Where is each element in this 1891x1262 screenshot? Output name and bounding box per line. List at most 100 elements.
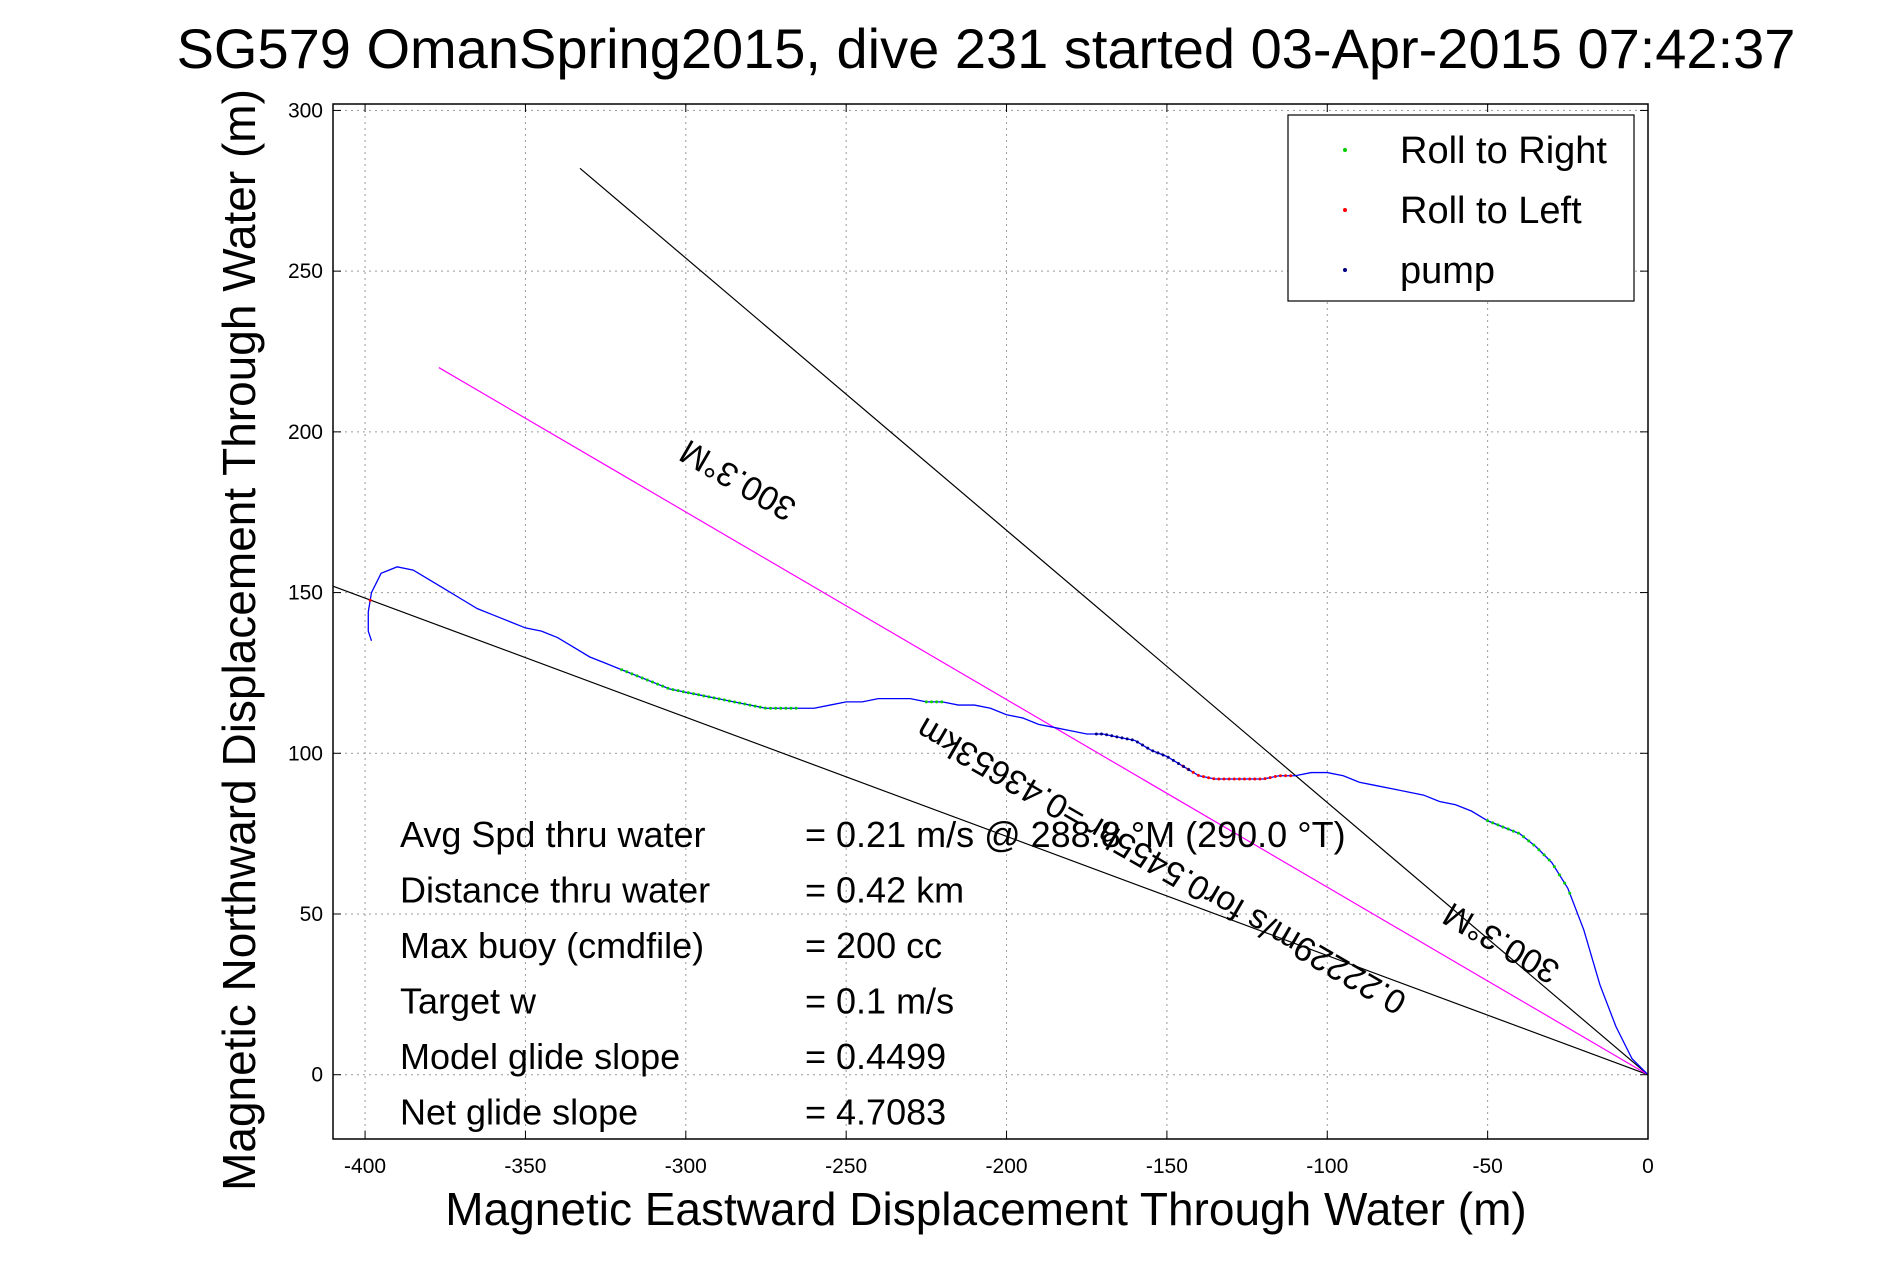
roll-right-marker <box>1511 829 1515 833</box>
pump-marker <box>1105 733 1109 737</box>
pump-marker <box>1120 736 1124 740</box>
roll-right-marker <box>784 706 788 710</box>
roll-left-marker <box>1191 770 1195 774</box>
roll-right-marker <box>666 686 670 690</box>
legend-marker <box>1343 208 1347 212</box>
roll-right-marker <box>1527 839 1531 843</box>
roll-right-marker <box>738 701 742 705</box>
roll-right-marker <box>671 688 675 692</box>
roll-right-marker <box>645 678 649 682</box>
roll-right-marker <box>929 700 933 704</box>
roll-right-marker <box>940 700 944 704</box>
x-tick-label: -400 <box>344 1155 386 1178</box>
x-tick-label: -350 <box>504 1155 546 1178</box>
legend: Roll to Right Roll to Left pump <box>1287 114 1635 302</box>
roll-right-marker <box>650 680 654 684</box>
roll-right-marker <box>1532 843 1536 847</box>
x-tick-label: -50 <box>1472 1155 1502 1178</box>
pump-marker <box>1156 751 1160 755</box>
track-line <box>367 566 1649 1076</box>
roll-right-marker <box>676 689 680 693</box>
roll-right-marker <box>686 691 690 695</box>
annotation-value: = 200 cc <box>805 925 942 966</box>
roll-right-marker <box>1491 821 1495 825</box>
annotation-label: Distance thru water <box>400 870 710 911</box>
legend-marker <box>1343 148 1347 152</box>
y-tick-label: 50 <box>300 903 323 926</box>
annotation-label: Max buoy (cmdfile) <box>400 925 704 966</box>
roll-right-marker <box>1568 891 1572 895</box>
roll-left-marker <box>1268 776 1272 780</box>
roll-right-marker <box>768 706 772 710</box>
reference-line <box>579 167 1649 1076</box>
plot-frame <box>332 103 1649 1140</box>
roll-left-marker <box>1217 777 1221 781</box>
roll-right-marker <box>935 700 939 704</box>
pump-marker <box>1176 761 1180 765</box>
roll-right-marker <box>924 700 928 704</box>
x-tick-label: -100 <box>1306 1155 1348 1178</box>
roll-right-marker <box>722 698 726 702</box>
pump-marker <box>1187 768 1191 772</box>
annotation-value: = 0.42 km <box>805 870 964 911</box>
y-tick-label: 250 <box>288 260 323 283</box>
x-tick-label: -250 <box>825 1155 867 1178</box>
annotation-value: = 4.7083 <box>805 1092 946 1133</box>
roll-right-marker <box>1542 853 1546 857</box>
legend-label: pump <box>1400 250 1495 292</box>
pump-marker <box>1182 765 1186 769</box>
roll-left-marker <box>1253 777 1257 781</box>
roll-left-marker <box>1289 774 1293 778</box>
roll-right-marker <box>789 706 793 710</box>
pump-marker <box>1141 743 1145 747</box>
pump-marker <box>1151 749 1155 753</box>
legend-label: Roll to Right <box>1400 130 1607 172</box>
reference-lines <box>332 167 1649 1076</box>
roll-left-marker <box>1284 774 1288 778</box>
roll-right-marker <box>758 705 762 709</box>
annotation-label: Avg Spd thru water <box>400 814 706 855</box>
roll-right-marker <box>763 706 767 710</box>
roll-right-marker <box>1486 819 1490 823</box>
y-tick-label: 300 <box>288 99 323 122</box>
roll-left-marker <box>1201 775 1205 779</box>
roll-left-marker <box>1227 777 1231 781</box>
pump-marker <box>1110 734 1114 738</box>
roll-right-marker <box>1522 835 1526 839</box>
annotation-label: Net glide slope <box>400 1092 638 1133</box>
roll-right-marker <box>779 706 783 710</box>
roll-right-marker <box>1547 858 1551 862</box>
y-axis-label: Magnetic Northward Displacement Through … <box>213 89 265 1191</box>
roll-right-marker <box>1496 823 1500 827</box>
pump-marker <box>1130 738 1134 742</box>
roll-right-marker <box>1557 873 1561 877</box>
roll-right-marker <box>620 668 624 672</box>
roll-right-marker <box>1537 848 1541 852</box>
roll-right-marker <box>717 697 721 701</box>
chart-title: SG579 OmanSpring2015, dive 231 started 0… <box>177 17 1796 80</box>
roll-right-marker <box>692 692 696 696</box>
annotation-value: = 0.21 m/s @ 288.8 °M (290.0 °T) <box>805 814 1346 855</box>
pump-marker <box>1166 755 1170 759</box>
annotation-value: = 0.1 m/s <box>805 981 954 1022</box>
roll-right-marker <box>661 684 665 688</box>
y-tick-label: 200 <box>288 421 323 444</box>
roll-right-marker <box>1501 825 1505 829</box>
x-tick-label: -150 <box>1146 1155 1188 1178</box>
roll-right-marker <box>625 670 629 674</box>
roll-left-marker <box>1232 777 1236 781</box>
reference-line <box>438 367 1649 1076</box>
legend-label: Roll to Left <box>1400 190 1582 232</box>
x-tick-label: 0 <box>1642 1155 1654 1178</box>
roll-right-marker <box>794 706 798 710</box>
roll-left-marker <box>1248 777 1252 781</box>
roll-right-marker <box>681 690 685 694</box>
roll-left-marker <box>1196 773 1200 777</box>
roll-right-marker <box>656 682 660 686</box>
pump-marker <box>1146 746 1150 750</box>
roll-right-marker <box>727 699 731 703</box>
roll-left-marker <box>1212 777 1216 781</box>
roll-right-marker <box>1506 827 1510 831</box>
annotation-label: Target w <box>400 981 537 1022</box>
